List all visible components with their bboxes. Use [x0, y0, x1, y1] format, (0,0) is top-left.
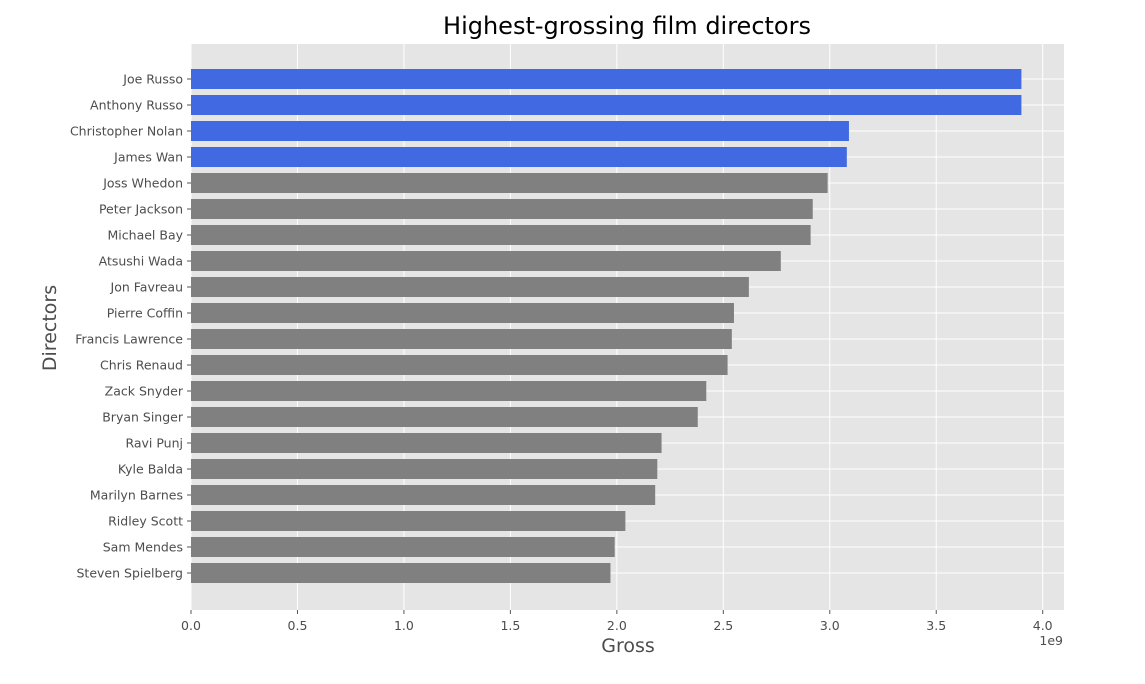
x-tick-label: 0.0 [181, 618, 201, 633]
x-tick-label: 3.5 [926, 618, 946, 633]
bar [191, 225, 811, 245]
bar [191, 537, 615, 557]
x-tick-label: 0.5 [288, 618, 308, 633]
bar [191, 95, 1022, 115]
y-tick-label: Marilyn Barnes [90, 488, 183, 503]
bar [191, 329, 732, 349]
bar [191, 407, 698, 427]
y-tick-label: Ridley Scott [108, 514, 183, 529]
bar [191, 433, 662, 453]
y-axis-label: Directors [39, 285, 61, 371]
x-tick-label: 1.0 [394, 618, 414, 633]
bars [191, 69, 1022, 583]
chart-title: Highest-grossing film directors [443, 12, 811, 40]
x-axis-ticks: 0.0 0.5 1.0 1.5 2.0 2.5 3.0 3.5 4.0 [181, 610, 1053, 633]
y-tick-label: Joss Whedon [102, 176, 183, 191]
y-tick-label: Steven Spielberg [77, 566, 184, 581]
bar [191, 199, 813, 219]
x-tick-label: 2.5 [713, 618, 733, 633]
x-axis-offset-label: 1e9 [1039, 633, 1063, 648]
bar [191, 485, 656, 505]
bar [191, 147, 847, 167]
bar [191, 121, 849, 141]
bar [191, 355, 728, 375]
y-tick-label: Christopher Nolan [70, 124, 183, 139]
bar [191, 277, 749, 297]
x-tick-label: 4.0 [1033, 618, 1053, 633]
y-tick-label: Ravi Punj [125, 436, 183, 451]
y-tick-label: Jon Favreau [110, 280, 183, 295]
y-tick-label: Bryan Singer [102, 410, 184, 425]
bar [191, 251, 781, 271]
bar [191, 303, 734, 323]
y-tick-label: Sam Mendes [103, 540, 183, 555]
y-tick-label: Anthony Russo [90, 98, 183, 113]
y-tick-label: Chris Renaud [100, 358, 183, 373]
bar [191, 173, 828, 193]
bar [191, 69, 1022, 89]
y-tick-label: Zack Snyder [105, 384, 184, 399]
y-tick-label: James Wan [113, 150, 183, 165]
bar [191, 563, 611, 583]
y-tick-label: Atsushi Wada [99, 254, 183, 269]
bar [191, 511, 626, 531]
bar [191, 459, 658, 479]
y-tick-label: Joe Russo [122, 72, 183, 87]
bar [191, 381, 707, 401]
x-tick-label: 3.0 [820, 618, 840, 633]
y-tick-label: Francis Lawrence [75, 332, 183, 347]
y-axis-ticks: Joe Russo Anthony Russo Christopher Nolan J… [70, 72, 191, 581]
x-tick-label: 2.0 [607, 618, 627, 633]
x-axis-label: Gross [601, 635, 655, 657]
y-tick-label: Pierre Coffin [107, 306, 183, 321]
y-tick-label: Kyle Balda [118, 462, 183, 477]
x-tick-label: 1.5 [500, 618, 520, 633]
y-tick-label: Michael Bay [108, 228, 184, 243]
y-tick-label: Peter Jackson [99, 202, 183, 217]
